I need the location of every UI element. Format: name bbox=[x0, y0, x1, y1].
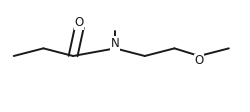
Text: O: O bbox=[75, 16, 84, 29]
Text: N: N bbox=[111, 37, 120, 50]
Text: O: O bbox=[194, 54, 204, 67]
